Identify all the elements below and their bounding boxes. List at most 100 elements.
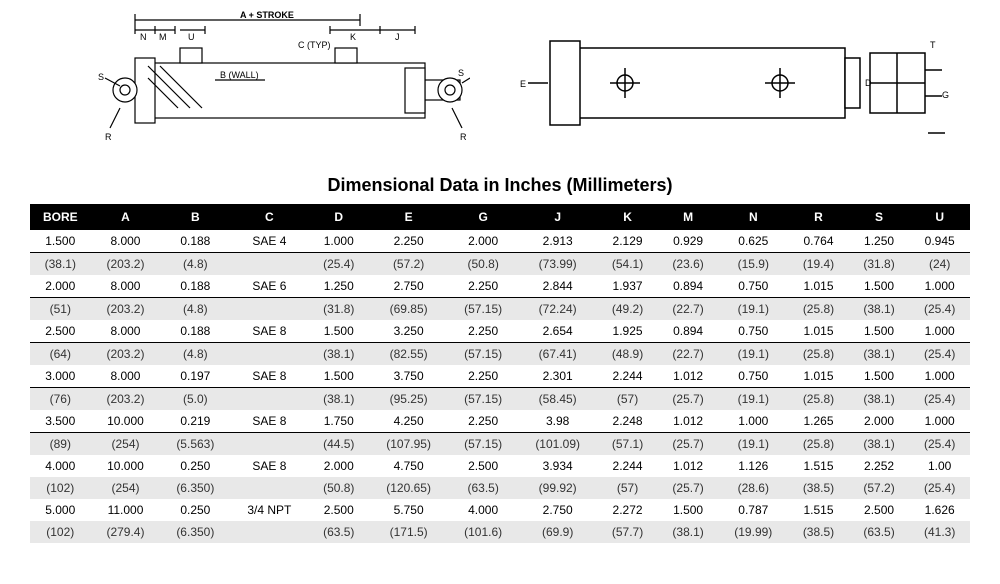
cell-mm: (203.2) <box>91 388 161 411</box>
cell-mm: (19.1) <box>718 433 788 456</box>
label-m: M <box>159 32 167 42</box>
cell-mm: (25.4) <box>909 388 970 411</box>
label-c-typ: C (TYP) <box>298 40 331 50</box>
cell-mm: (82.55) <box>369 343 448 366</box>
cell-mm: (4.8) <box>160 253 230 276</box>
cell-mm: (25.8) <box>788 298 849 321</box>
cell-mm: (49.2) <box>597 298 658 321</box>
cell-inch: SAE 6 <box>230 275 308 298</box>
cell-mm: (69.85) <box>369 298 448 321</box>
cell-mm <box>230 343 308 366</box>
cell-mm: (51) <box>30 298 91 321</box>
cell-mm: (63.5) <box>448 477 518 499</box>
cell-mm: (22.7) <box>658 343 719 366</box>
cell-inch: 0.750 <box>718 275 788 298</box>
column-header: D <box>308 204 369 230</box>
page-title: Dimensional Data in Inches (Millimeters) <box>30 175 970 196</box>
cell-inch: 2.129 <box>597 230 658 253</box>
cell-mm: (38.1) <box>30 253 91 276</box>
table-row-inch: 5.00011.0000.2503/4 NPT2.5005.7504.0002.… <box>30 499 970 521</box>
cell-inch: 0.219 <box>160 410 230 433</box>
cell-mm: (64) <box>30 343 91 366</box>
label-g: G <box>942 90 949 100</box>
cell-mm: (19.1) <box>718 298 788 321</box>
cell-inch: 1.000 <box>909 410 970 433</box>
cell-mm: (25.8) <box>788 343 849 366</box>
cell-inch: 1.015 <box>788 320 849 343</box>
cell-mm: (50.8) <box>448 253 518 276</box>
table-row-inch: 3.50010.0000.219SAE 81.7504.2502.2503.98… <box>30 410 970 433</box>
cell-mm: (25.7) <box>658 388 719 411</box>
cell-mm: (6.350) <box>160 521 230 543</box>
table-row-mm: (38.1)(203.2)(4.8)(25.4)(57.2)(50.8)(73.… <box>30 253 970 276</box>
label-n: N <box>140 32 147 42</box>
cell-mm: (22.7) <box>658 298 719 321</box>
cell-mm: (54.1) <box>597 253 658 276</box>
cell-mm: (203.2) <box>91 298 161 321</box>
cell-mm: (25.8) <box>788 388 849 411</box>
cell-mm: (73.99) <box>518 253 597 276</box>
cell-inch: 1.015 <box>788 275 849 298</box>
cell-mm: (48.9) <box>597 343 658 366</box>
cell-inch: 0.894 <box>658 275 719 298</box>
column-header: A <box>91 204 161 230</box>
cell-inch: 2.500 <box>30 320 91 343</box>
cell-inch: 10.000 <box>91 410 161 433</box>
cell-mm: (38.1) <box>308 343 369 366</box>
cell-mm: (57.15) <box>448 298 518 321</box>
cell-inch: 1.500 <box>849 320 910 343</box>
cell-mm: (24) <box>909 253 970 276</box>
table-row-inch: 2.0008.0000.188SAE 61.2502.7502.2502.844… <box>30 275 970 298</box>
cell-mm: (72.24) <box>518 298 597 321</box>
cell-inch: 1.012 <box>658 365 719 388</box>
cell-mm: (57.15) <box>448 388 518 411</box>
cell-inch: 2.250 <box>448 275 518 298</box>
cell-inch: 11.000 <box>91 499 161 521</box>
cell-mm: (89) <box>30 433 91 456</box>
cell-inch: 4.000 <box>448 499 518 521</box>
column-header: U <box>909 204 970 230</box>
table-row-mm: (102)(254)(6.350)(50.8)(120.65)(63.5)(99… <box>30 477 970 499</box>
cell-inch: 3.250 <box>369 320 448 343</box>
cell-mm: (63.5) <box>308 521 369 543</box>
cell-inch: 1.925 <box>597 320 658 343</box>
table-row-inch: 3.0008.0000.197SAE 81.5003.7502.2502.301… <box>30 365 970 388</box>
cell-inch: 4.750 <box>369 455 448 477</box>
cell-mm: (19.1) <box>718 343 788 366</box>
cell-inch: 1.250 <box>308 275 369 298</box>
cell-mm: (120.65) <box>369 477 448 499</box>
cell-inch: 3.500 <box>30 410 91 433</box>
cell-inch: SAE 8 <box>230 455 308 477</box>
cell-mm: (67.41) <box>518 343 597 366</box>
cell-inch: 0.894 <box>658 320 719 343</box>
cell-mm <box>230 253 308 276</box>
cell-inch: 3/4 NPT <box>230 499 308 521</box>
table-row-inch: 4.00010.0000.250SAE 82.0004.7502.5003.93… <box>30 455 970 477</box>
cell-inch: 8.000 <box>91 320 161 343</box>
table-row-inch: 2.5008.0000.188SAE 81.5003.2502.2502.654… <box>30 320 970 343</box>
cell-inch: 3.000 <box>30 365 91 388</box>
cell-mm: (25.4) <box>308 253 369 276</box>
cell-inch: 1.937 <box>597 275 658 298</box>
cell-inch: 2.500 <box>308 499 369 521</box>
cell-inch: 1.012 <box>658 410 719 433</box>
cell-mm: (76) <box>30 388 91 411</box>
label-s1: S <box>98 72 104 82</box>
cell-inch: 1.750 <box>308 410 369 433</box>
cell-mm: (38.1) <box>849 433 910 456</box>
column-header: B <box>160 204 230 230</box>
cell-inch: 2.252 <box>849 455 910 477</box>
cell-mm: (23.6) <box>658 253 719 276</box>
cell-mm: (57) <box>597 388 658 411</box>
cell-mm: (38.1) <box>308 388 369 411</box>
cell-mm: (57.15) <box>448 343 518 366</box>
cell-inch: 1.515 <box>788 499 849 521</box>
cell-mm: (57.2) <box>369 253 448 276</box>
cell-inch: 2.500 <box>849 499 910 521</box>
table-row-mm: (51)(203.2)(4.8)(31.8)(69.85)(57.15)(72.… <box>30 298 970 321</box>
table-header-row: BOREABCDEGJKMNRSU <box>30 204 970 230</box>
label-a-stroke: A + STROKE <box>240 10 294 20</box>
cell-inch: 2.250 <box>448 410 518 433</box>
cell-inch: 0.188 <box>160 230 230 253</box>
cell-mm: (31.8) <box>849 253 910 276</box>
